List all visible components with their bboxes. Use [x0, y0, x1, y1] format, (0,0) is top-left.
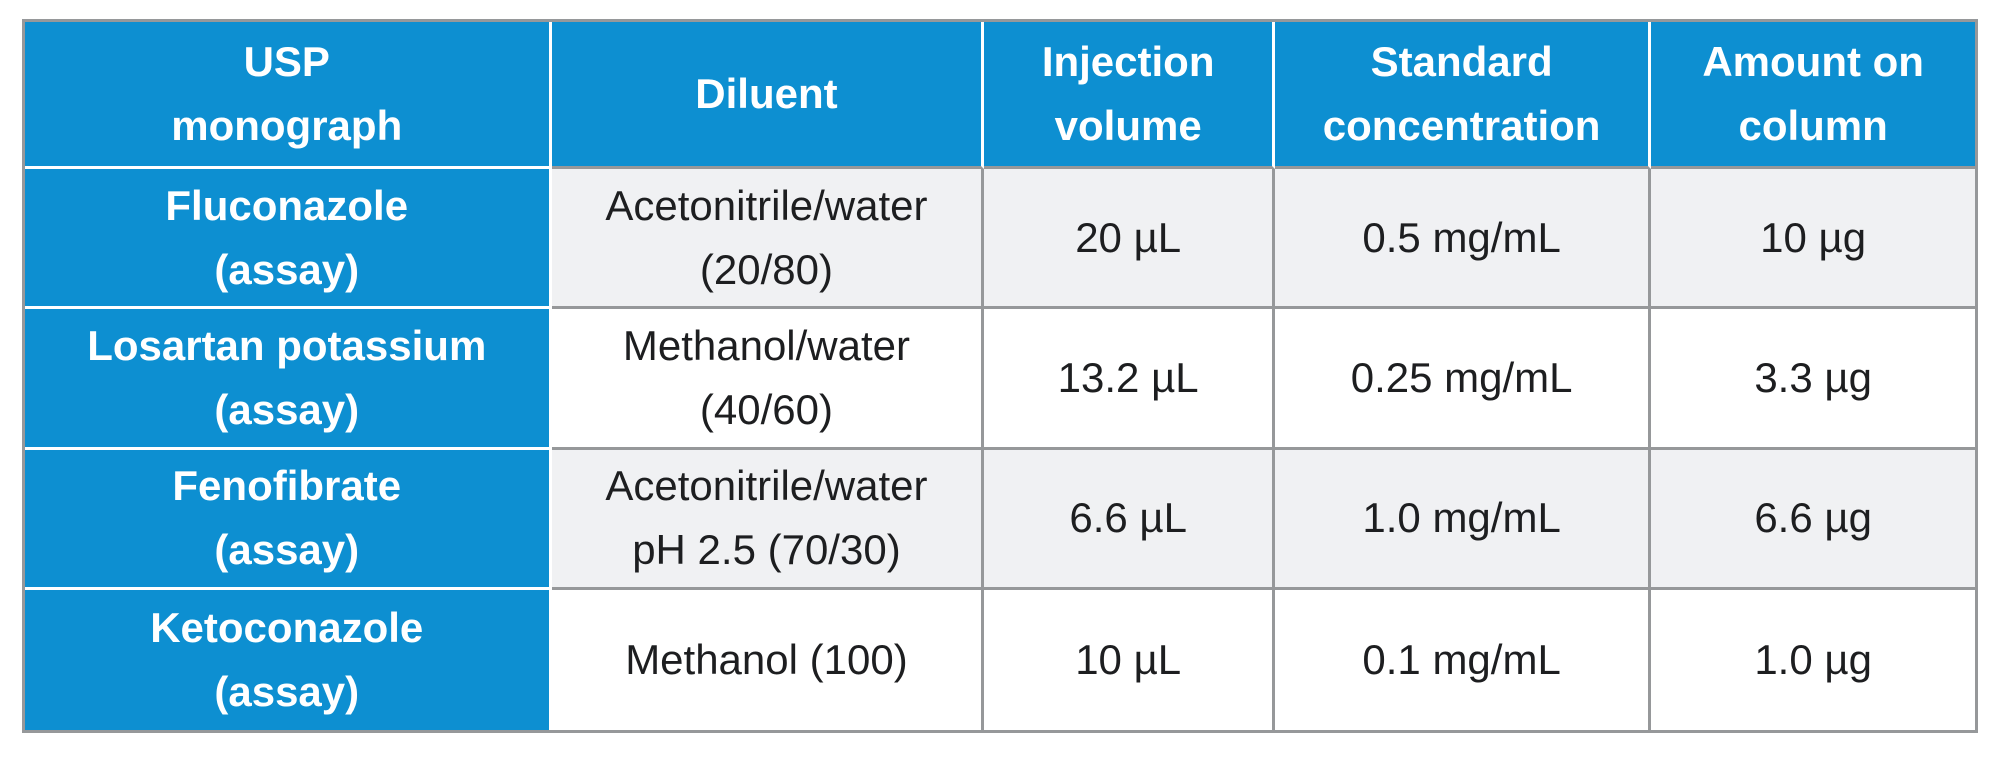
- monograph-qualifier: (assay): [214, 386, 360, 433]
- cell-standard-concentration: 0.1 mg/mL: [1274, 589, 1652, 730]
- cell-diluent: Acetonitrile/water (20/80): [551, 169, 985, 310]
- monograph-qualifier: (assay): [214, 245, 360, 293]
- header-text: Diluent: [695, 70, 838, 118]
- header-text: volume: [1054, 102, 1202, 150]
- cell-monograph: Fluconazole (assay): [25, 169, 552, 310]
- header-text: Standard: [1370, 38, 1553, 86]
- header-text: USP: [243, 38, 330, 86]
- cell-injection-volume: 6.6 µL: [984, 449, 1275, 590]
- diluent-ratio: (40/60): [699, 386, 833, 433]
- header-cell-diluent: Diluent: [551, 22, 985, 170]
- monograph-name: Losartan potassium: [87, 322, 487, 369]
- monograph-name: Ketoconazole: [150, 603, 424, 651]
- header-cell-amount-on-column: Amount on column: [1651, 22, 1975, 170]
- cell-diluent: Acetonitrile/water pH 2.5 (70/30): [551, 449, 985, 590]
- diluent-text: Acetonitrile/water: [605, 181, 928, 229]
- cell-monograph: Losartan potassium (assay): [25, 309, 552, 450]
- header-row: USP monograph Diluent Injection volume S…: [25, 22, 1975, 170]
- cell-injection-volume: 10 µL: [984, 589, 1275, 730]
- header-cell-usp-monograph: USP monograph: [25, 22, 552, 170]
- monograph-qualifier: (assay): [214, 526, 360, 574]
- cell-standard-concentration: 0.25 mg/mL: [1274, 309, 1652, 450]
- cell-diluent: Methanol (100): [551, 589, 985, 730]
- header-text: column: [1738, 102, 1888, 150]
- cell-standard-concentration: 1.0 mg/mL: [1274, 449, 1652, 590]
- cell-monograph: Fenofibrate (assay): [25, 449, 552, 590]
- header-text: Amount on: [1702, 38, 1924, 86]
- table-row-fluconazole: Fluconazole (assay) Acetonitrile/water (…: [25, 169, 1975, 310]
- diluent-text: Acetonitrile/water: [605, 462, 928, 510]
- diluent-text: Methanol/water: [622, 322, 911, 369]
- monograph-qualifier: (assay): [214, 667, 360, 715]
- header-cell-standard-concentration: Standard concentration: [1274, 22, 1652, 170]
- cell-amount-on-column: 1.0 µg: [1651, 589, 1975, 730]
- diluent-ratio: (20/80): [699, 245, 833, 293]
- cell-injection-volume: 13.2 µL: [984, 309, 1275, 450]
- header-text: monograph: [171, 102, 403, 150]
- cell-amount-on-column: 10 µg: [1651, 169, 1975, 310]
- header-text: concentration: [1322, 102, 1601, 150]
- table-row-losartan: Losartan potassium (assay) Methanol/wate…: [25, 309, 1975, 450]
- diluent-text: Methanol (100): [625, 635, 908, 683]
- cell-diluent: Methanol/water (40/60): [551, 309, 985, 450]
- usp-monograph-table: USP monograph Diluent Injection volume S…: [25, 22, 1975, 730]
- header-cell-injection-volume: Injection volume: [984, 22, 1275, 170]
- cell-monograph: Ketoconazole (assay): [25, 589, 552, 730]
- table-row-fenofibrate: Fenofibrate (assay) Acetonitrile/water p…: [25, 449, 1975, 590]
- cell-standard-concentration: 0.5 mg/mL: [1274, 169, 1652, 310]
- cell-amount-on-column: 3.3 µg: [1651, 309, 1975, 450]
- usp-monograph-table-frame: USP monograph Diluent Injection volume S…: [22, 19, 1978, 733]
- header-text: Injection: [1041, 38, 1215, 86]
- cell-injection-volume: 20 µL: [984, 169, 1275, 310]
- monograph-name: Fenofibrate: [172, 462, 402, 510]
- cell-amount-on-column: 6.6 µg: [1651, 449, 1975, 590]
- diluent-ratio: pH 2.5 (70/30): [632, 526, 901, 574]
- table-row-ketoconazole: Ketoconazole (assay) Methanol (100) 10 µ…: [25, 589, 1975, 730]
- monograph-name: Fluconazole: [165, 181, 409, 229]
